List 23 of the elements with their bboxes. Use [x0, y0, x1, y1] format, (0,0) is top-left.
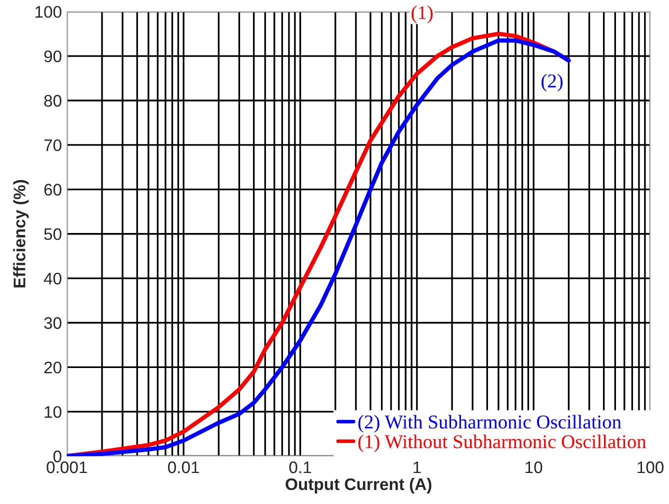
y-tick-label: 20 [44, 362, 62, 374]
y-tick-label: 30 [44, 317, 62, 329]
x-tick-label: 0.1 [289, 461, 312, 474]
x-tick-label: 1 [414, 462, 421, 474]
y-tick-label: 60 [44, 184, 62, 196]
x-tick-label: 100 [638, 461, 664, 474]
legend-label: (1) Without Subharmonic Oscillation [358, 434, 646, 452]
y-tick-label: 40 [44, 272, 62, 285]
x-axis-title: Output Current (A) [286, 478, 432, 494]
y-tick-label: 50 [44, 228, 62, 240]
legend-label: (2) With Subharmonic Oscillation [358, 414, 622, 433]
annotation: (1) [412, 6, 433, 24]
x-tick-label: 10 [526, 461, 542, 474]
x-tick-label: 0.001 [46, 461, 87, 474]
y-tick-label: 10 [44, 406, 62, 418]
y-tick-label: 90 [44, 50, 62, 62]
y-axis-title: Efficiency (%) [13, 180, 29, 288]
x-tick-label: 0.01 [168, 461, 199, 474]
y-tick-label: 0 [53, 450, 62, 462]
y-tick-label: 80 [44, 94, 62, 107]
y-tick-label: 100 [36, 6, 62, 18]
annotation: (2) [542, 74, 563, 92]
y-tick-label: 70 [44, 139, 62, 152]
